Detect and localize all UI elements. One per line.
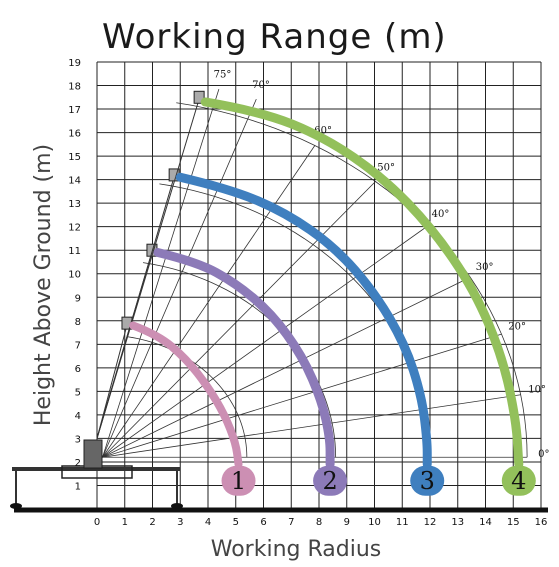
angle-line — [102, 181, 376, 458]
curve-badge-3 — [410, 465, 445, 496]
x-tick-label: 15 — [507, 517, 520, 528]
y-tick-label: 16 — [68, 129, 81, 140]
angle-label: 40° — [432, 209, 450, 220]
crane-boom-tip — [193, 90, 205, 104]
x-tick-label: 3 — [177, 517, 183, 528]
x-tick-label: 1 — [122, 517, 128, 528]
y-tick-label: 1 — [75, 481, 81, 492]
angle-label: 75° — [214, 70, 232, 81]
x-tick-label: 16 — [535, 517, 548, 528]
y-tick-label: 5 — [75, 387, 81, 398]
y-tick-label: 7 — [75, 340, 81, 351]
angle-line — [102, 225, 429, 458]
curve-badge-label-3: 3 — [420, 467, 435, 495]
angle-label: 10° — [528, 384, 546, 395]
y-tick-label: 11 — [68, 246, 81, 257]
angle-label: 60° — [314, 125, 332, 136]
curve-badge-1 — [221, 465, 256, 496]
y-tick-label: 9 — [75, 293, 81, 304]
y-tick-label: 2 — [75, 458, 81, 469]
x-tick-label: 5 — [233, 517, 239, 528]
curve-badge-4 — [501, 465, 536, 496]
x-tick-label: 10 — [368, 517, 381, 528]
y-tick-label: 6 — [75, 364, 81, 375]
x-tick-label: 9 — [344, 517, 350, 528]
angle-label: 70° — [252, 80, 270, 91]
y-tick-label: 14 — [68, 176, 81, 187]
angle-line — [102, 88, 220, 458]
y-tick-label: 15 — [68, 152, 81, 163]
chart-title: Working Range (m) — [102, 17, 447, 57]
angle-line — [102, 276, 471, 458]
y-tick-label: 17 — [68, 105, 81, 116]
x-axis-label: Working Radius — [211, 537, 382, 562]
angle-label: 20° — [508, 321, 526, 332]
y-tick-label: 10 — [68, 270, 81, 281]
range-curve-2 — [153, 248, 335, 469]
chart-grid — [14, 61, 548, 513]
range-curve-1 — [129, 321, 243, 469]
crane-boom — [96, 97, 201, 439]
x-tick-label: 2 — [149, 517, 155, 528]
y-tick-label: 13 — [68, 199, 81, 210]
angle-label: 30° — [476, 262, 494, 273]
reach-arc — [127, 336, 248, 458]
angle-label: 0° — [538, 449, 549, 460]
angle-line — [102, 98, 257, 458]
curve-badges: 1 2 3 4 — [221, 465, 536, 496]
x-tick-label: 8 — [316, 517, 322, 528]
range-curve-3 — [175, 172, 432, 469]
crane-foot-pad — [10, 503, 22, 509]
y-tick-label: 3 — [75, 434, 81, 445]
y-tick-label: 4 — [75, 411, 81, 422]
y-tick-label: 18 — [68, 82, 81, 93]
x-tick-label: 7 — [288, 517, 294, 528]
angle-line — [102, 394, 521, 458]
axis-ticks: 0 1 2 3 4 5 6 7 8 9 10 11 12 13 14 15 161234567891011121… — [68, 58, 547, 528]
x-tick-label: 4 — [205, 517, 211, 528]
x-tick-label: 13 — [451, 517, 464, 528]
crane-foot-pad — [171, 503, 183, 509]
y-axis-label: Height Above Ground (m) — [31, 144, 56, 426]
curve-badge-label-1: 1 — [231, 467, 246, 495]
x-tick-label: 0 — [94, 517, 100, 528]
angle-line — [102, 145, 316, 458]
angle-label: 50° — [377, 163, 395, 174]
crane-column — [83, 439, 103, 469]
y-tick-label: 8 — [75, 317, 81, 328]
range-curve-4 — [200, 97, 524, 469]
boom-angle-lines: 75° 70° 60° 50° 40° 30° 20° 10° 0° — [102, 70, 549, 460]
curve-badge-label-2: 2 — [322, 467, 337, 495]
x-tick-label: 11 — [396, 517, 409, 528]
y-tick-label: 12 — [68, 223, 81, 234]
y-tick-label: 19 — [68, 58, 81, 69]
crane-illustration — [10, 90, 205, 509]
curve-badge-label-4: 4 — [511, 467, 526, 495]
curve-badge-2 — [313, 465, 348, 496]
x-tick-label: 12 — [424, 517, 437, 528]
crane-outrigger-beam — [12, 467, 180, 471]
crane-boom — [96, 323, 129, 439]
x-tick-label: 6 — [260, 517, 266, 528]
angle-line — [102, 333, 502, 458]
x-tick-label: 14 — [479, 517, 492, 528]
range-curves — [129, 97, 524, 469]
